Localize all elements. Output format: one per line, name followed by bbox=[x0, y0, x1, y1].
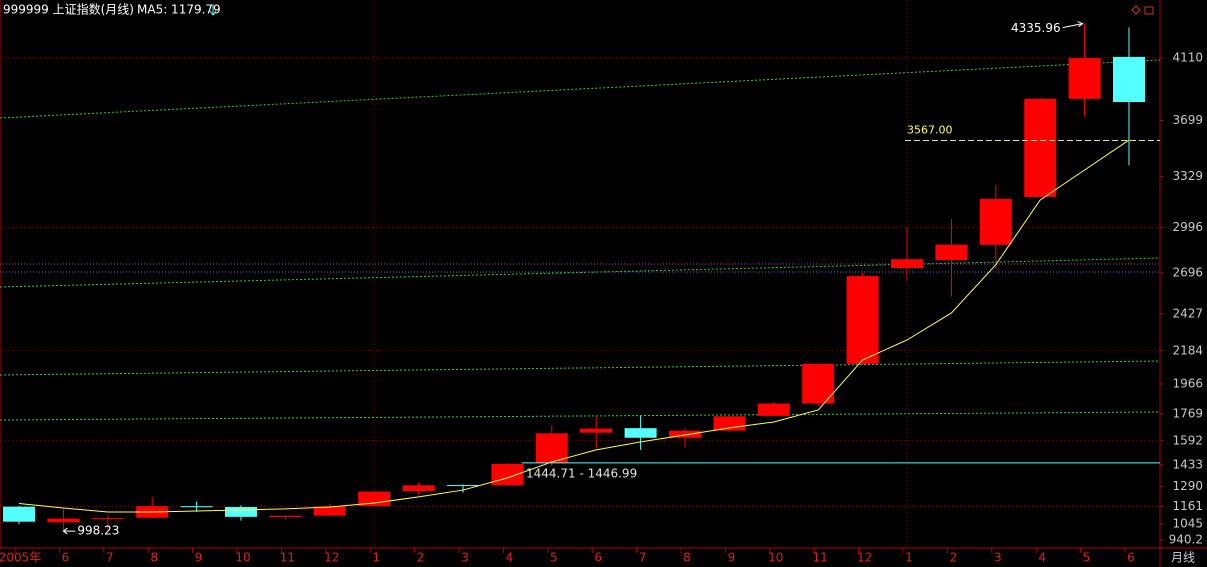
x-tick-label: 5 bbox=[1083, 551, 1091, 565]
down-arrow-icon bbox=[209, 4, 217, 16]
y-tick-label: 3329 bbox=[1172, 169, 1203, 183]
x-tick-label: 3 bbox=[994, 551, 1002, 565]
icon bbox=[1144, 6, 1154, 15]
candle-body bbox=[47, 518, 80, 523]
low-arrow bbox=[62, 527, 76, 535]
x-tick-label: 1 bbox=[905, 551, 913, 565]
high-label: 4335.96 bbox=[1011, 21, 1061, 35]
y-tick-label: 2696 bbox=[1172, 265, 1203, 279]
x-tick-label: 8 bbox=[683, 551, 691, 565]
y-tick-label: 940.2 bbox=[1169, 532, 1203, 546]
x-tick-label: 7 bbox=[639, 551, 647, 565]
x-tick-label: 2005年 bbox=[0, 551, 41, 565]
candle-body bbox=[1113, 56, 1145, 103]
x-tick-label: 2 bbox=[417, 551, 425, 565]
trend-line bbox=[0, 59, 1161, 119]
x-tick-label: 6 bbox=[1127, 551, 1135, 565]
y-tick-label: 4110 bbox=[1172, 50, 1203, 64]
candle-body bbox=[713, 416, 746, 431]
x-tick-label: 12 bbox=[324, 551, 339, 565]
period-label: 月线 bbox=[1171, 551, 1195, 565]
y-tick-label: 1161 bbox=[1172, 499, 1203, 513]
high-arrow bbox=[1062, 21, 1084, 29]
candle-body bbox=[1024, 98, 1057, 197]
x-tick-label: 8 bbox=[150, 551, 158, 565]
x-tick-label: 6 bbox=[62, 551, 70, 565]
ma-label: MA5: 1179.79 bbox=[137, 3, 221, 17]
candle-body bbox=[580, 428, 613, 433]
x-tick-label: 5 bbox=[550, 551, 558, 565]
candle-body bbox=[891, 259, 923, 269]
icon bbox=[1131, 5, 1141, 15]
level-label: 3567.00 bbox=[907, 123, 953, 136]
x-tick-label: 2 bbox=[950, 551, 958, 565]
candle-body bbox=[491, 463, 524, 486]
candle-body bbox=[624, 428, 657, 438]
y-tick-label: 2996 bbox=[1172, 220, 1203, 234]
x-tick-label: 11 bbox=[280, 551, 295, 565]
range-label: 1444.71 - 1446.99 bbox=[526, 466, 637, 480]
x-tick-label: 9 bbox=[195, 551, 203, 565]
candle-body bbox=[757, 403, 790, 416]
ma-line bbox=[18, 139, 1130, 513]
trend-line bbox=[0, 360, 1161, 376]
x-tick-label: 12 bbox=[857, 551, 872, 565]
chart-title: 999999 上证指数(月线) bbox=[3, 2, 134, 17]
x-tick-label: 10 bbox=[768, 551, 783, 565]
y-tick-label: 2427 bbox=[1172, 306, 1203, 320]
x-tick-label: 10 bbox=[235, 551, 250, 565]
candle-body bbox=[1068, 58, 1101, 99]
y-tick-label: 1592 bbox=[1172, 433, 1203, 447]
candle-body bbox=[447, 485, 479, 487]
y-tick-label: 1769 bbox=[1172, 406, 1203, 420]
candle-body bbox=[535, 433, 568, 464]
candle-body bbox=[402, 485, 435, 492]
candle-body bbox=[846, 276, 879, 364]
x-tick-label: 3 bbox=[461, 551, 469, 565]
y-tick-label: 3699 bbox=[1172, 113, 1203, 127]
x-tick-label: 1 bbox=[372, 551, 380, 565]
x-tick-label: 4 bbox=[1038, 551, 1046, 565]
x-tick-label: 7 bbox=[106, 551, 114, 565]
trend-line bbox=[0, 411, 1161, 421]
low-label: 998.23 bbox=[77, 524, 119, 538]
x-tick-label: 4 bbox=[506, 551, 514, 565]
candle-body bbox=[358, 491, 391, 507]
candle-body bbox=[3, 506, 35, 522]
candle-body bbox=[269, 515, 302, 517]
y-tick-label: 1045 bbox=[1172, 516, 1203, 530]
candle-body bbox=[669, 430, 701, 438]
candle-body bbox=[935, 244, 968, 261]
candle-body bbox=[180, 506, 213, 508]
candle-body bbox=[91, 518, 124, 520]
candle-body bbox=[225, 506, 257, 517]
y-tick-label: 1966 bbox=[1172, 376, 1203, 390]
y-tick-label: 2184 bbox=[1172, 343, 1203, 357]
candle-body bbox=[313, 506, 346, 516]
y-tick-label: 1433 bbox=[1172, 457, 1203, 471]
y-tick-label: 1290 bbox=[1172, 479, 1203, 493]
x-tick-label: 11 bbox=[813, 551, 828, 565]
x-tick-label: 9 bbox=[728, 551, 736, 565]
candle-body bbox=[802, 363, 835, 404]
x-tick-label: 6 bbox=[594, 551, 602, 565]
candle-body bbox=[979, 198, 1012, 245]
